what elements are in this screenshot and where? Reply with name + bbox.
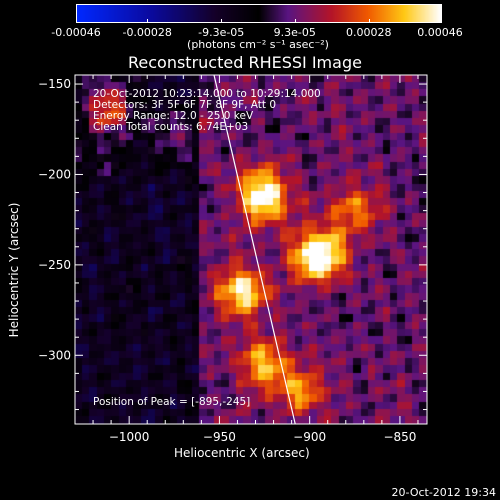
- x-tick-label: −900: [293, 430, 326, 444]
- solar-limb-line: [213, 74, 296, 425]
- y-tick-label: −300: [38, 348, 71, 362]
- render-timestamp: 20-Oct-2012 19:34: [391, 486, 496, 499]
- colorbar-tick-mark: [368, 19, 370, 23]
- colorbar-tick-label: 0.00028: [346, 26, 392, 39]
- colorbar-tick-label: 9.3e-05: [273, 26, 316, 39]
- x-tick-label: −1000: [109, 430, 150, 444]
- detectors-annotation: Detectors: 3F 5F 6F 7F 8F 9F, Att 0: [93, 99, 277, 111]
- colorbar-tick-mark: [76, 19, 77, 23]
- x-tick-label: −950: [203, 430, 236, 444]
- plot-frame: [74, 74, 428, 425]
- colorbar-tick-label: -0.00046: [51, 26, 101, 39]
- chart-title: Reconstructed RHESSI Image: [128, 53, 362, 72]
- y-axis-label: Heliocentric Y (arcsec): [7, 202, 21, 338]
- x-axis-label: Heliocentric X (arcsec): [174, 446, 310, 460]
- colorbar-tick-mark: [147, 19, 149, 23]
- x-tick-label: −850: [383, 430, 416, 444]
- y-tick-label: −250: [38, 258, 71, 272]
- colorbar-tick-mark: [221, 19, 223, 23]
- peak-position-annotation: Position of Peak = [-895,-245]: [93, 396, 251, 408]
- colorbar-units-label: (photons cm⁻² s⁻¹ asec⁻²): [187, 38, 329, 51]
- method-counts-annotation: Clean Total counts: 6.74E+03: [93, 121, 249, 133]
- colorbar-tick-mark: [440, 19, 441, 23]
- time-range-annotation: 20-Oct-2012 10:23:14.000 to 10:29:14.000: [93, 88, 321, 100]
- y-tick-label: −150: [38, 77, 71, 91]
- colorbar-tick-label: 0.00046: [417, 26, 463, 39]
- energy-range-annotation: Energy Range: 12.0 - 25.0 keV: [93, 110, 254, 122]
- colorbar-tick-label: -0.00028: [122, 26, 172, 39]
- colorbar-tick-mark: [294, 19, 296, 23]
- heatmap-plot: [75, 75, 427, 424]
- colorbar: [76, 4, 442, 23]
- colorbar-tick-label: -9.3e-05: [198, 26, 245, 39]
- y-tick-label: −200: [38, 167, 71, 181]
